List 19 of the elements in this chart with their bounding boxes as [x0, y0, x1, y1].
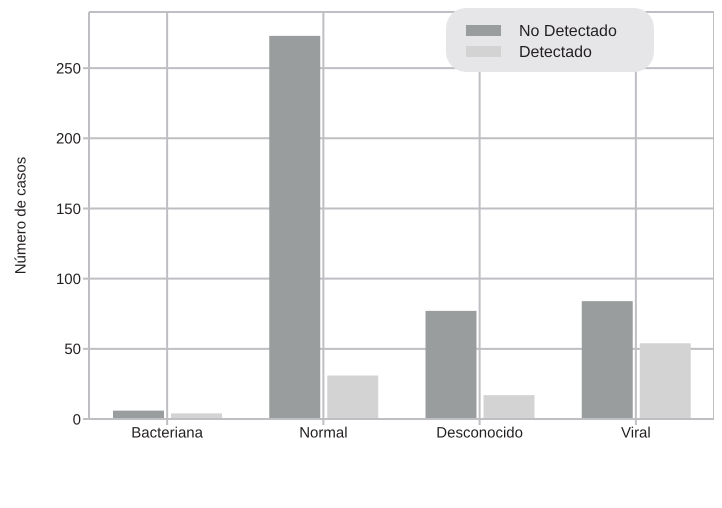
legend-label: Detectado: [519, 44, 592, 61]
bar: [640, 343, 691, 419]
y-tick-label: 200: [56, 130, 81, 148]
legend-label: No Detectado: [519, 23, 617, 40]
y-tick-label: 50: [64, 341, 81, 358]
y-axis-title: Número de casos: [12, 156, 30, 274]
y-tick-label: 0: [72, 411, 81, 428]
y-tick-label: 100: [56, 270, 81, 288]
x-tick-label: Desconocido: [436, 424, 523, 442]
y-tick-label: 150: [56, 200, 81, 218]
x-tick-label: Bacteriana: [131, 424, 204, 442]
bar: [484, 395, 534, 419]
bar: [269, 36, 320, 419]
bar: [426, 310, 476, 419]
bar: [327, 375, 378, 419]
x-tick-label: Viral: [621, 424, 651, 442]
y-tick-label: 250: [56, 60, 81, 78]
x-tick-label: Normal: [299, 424, 348, 442]
bar: [582, 301, 633, 419]
